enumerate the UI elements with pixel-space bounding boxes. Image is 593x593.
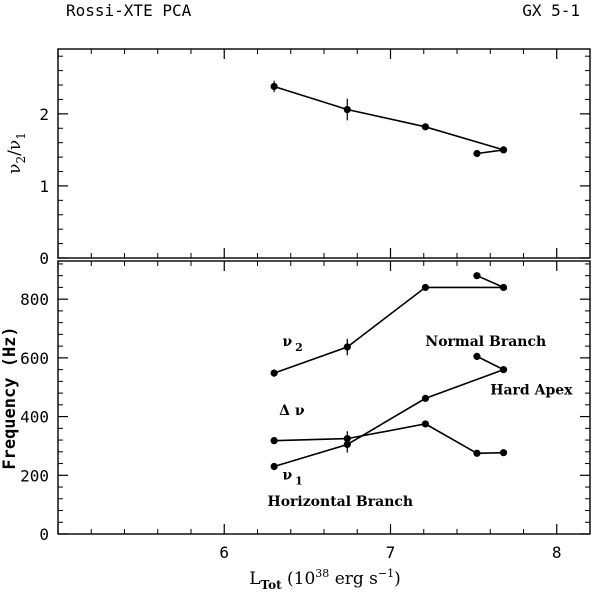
- data-point: [473, 449, 481, 457]
- data-point: [270, 369, 278, 377]
- series-line: [274, 423, 504, 455]
- data-point: [421, 123, 430, 131]
- y-tick-label: 2: [39, 105, 49, 124]
- y-tick-label: 800: [20, 290, 49, 309]
- annotation-horizontal: Horizontal Branch: [267, 494, 413, 510]
- x-tick-label: 8: [552, 543, 562, 562]
- y-tick-label: 0: [39, 249, 49, 268]
- series-line: [273, 85, 504, 155]
- y-axis-label-ratio: ν2/ν1: [5, 132, 28, 174]
- y-axis-label-frequency: Frequency (Hz): [0, 326, 20, 469]
- y-tick-label: 0: [39, 525, 49, 544]
- source-label: GX 5-1: [522, 1, 580, 20]
- data-point: [270, 462, 278, 471]
- y-tick-label: 400: [20, 408, 49, 427]
- y-tick-label: 600: [20, 349, 49, 368]
- data-point: [343, 440, 351, 449]
- x-tick-label: 7: [386, 543, 396, 562]
- data-point: [343, 105, 351, 114]
- y-tick-label: 200: [20, 466, 49, 485]
- data-point: [421, 283, 430, 292]
- instrument-label: Rossi-XTE PCA: [66, 1, 192, 20]
- data-point: [270, 82, 278, 91]
- data-point: [473, 352, 481, 361]
- data-point: [343, 343, 351, 351]
- annotation-normal: Normal Branch: [425, 334, 546, 350]
- data-point: [499, 449, 508, 457]
- y-tick-label: 1: [39, 177, 49, 196]
- data-point: [499, 146, 508, 154]
- data-point: [473, 272, 481, 280]
- x-tick-label: 6: [219, 543, 229, 562]
- data-point: [270, 437, 278, 445]
- data-point: [499, 283, 508, 292]
- series-line: [273, 274, 504, 374]
- data-point: [421, 394, 430, 402]
- frequency-panel: 0 200 400 600 800 6 7 8 Frequency (Hz) LTot (1038…: [0, 260, 591, 592]
- plot-frame: [57, 48, 591, 259]
- annotation-hardapex: Hard Apex: [490, 383, 573, 399]
- ratio-panel: 0 1 2 ν2/ν1: [5, 48, 591, 268]
- data-point: [421, 420, 430, 428]
- x-axis-label: LTot (1038 erg s−1): [249, 567, 401, 592]
- data-point: [499, 366, 508, 374]
- data-point: [473, 149, 481, 158]
- series-line: [273, 355, 506, 468]
- annotation-dnu: Δ ν: [279, 403, 305, 419]
